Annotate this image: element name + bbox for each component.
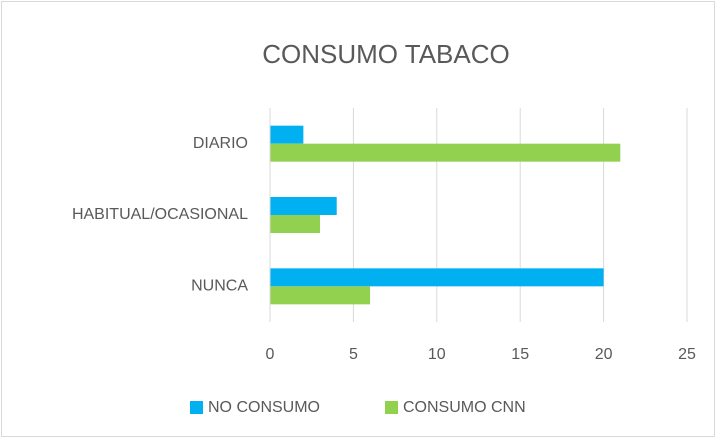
x-tick-label: 25 xyxy=(678,346,696,363)
bar xyxy=(270,268,604,287)
x-tick-label: 5 xyxy=(349,346,358,363)
legend-swatch xyxy=(190,401,203,414)
bar xyxy=(270,215,321,233)
x-tick-label: 10 xyxy=(428,346,446,363)
chart-border xyxy=(1,1,715,437)
legend-label: NO CONSUMO xyxy=(208,399,320,416)
y-tick-label: NUNCA xyxy=(191,278,248,295)
x-tick-label: 0 xyxy=(266,346,275,363)
x-tick-label: 20 xyxy=(595,346,613,363)
legend-label: CONSUMO CNN xyxy=(403,399,526,416)
bar xyxy=(270,197,337,215)
bar xyxy=(270,286,371,305)
legend-swatch xyxy=(385,401,398,414)
bar xyxy=(270,125,304,144)
y-tick-label: HABITUAL/OCASIONAL xyxy=(72,206,248,223)
y-tick-label: DIARIO xyxy=(193,135,248,152)
x-tick-label: 15 xyxy=(511,346,529,363)
bar xyxy=(270,143,621,162)
chart-title: CONSUMO TABACO xyxy=(262,39,510,69)
